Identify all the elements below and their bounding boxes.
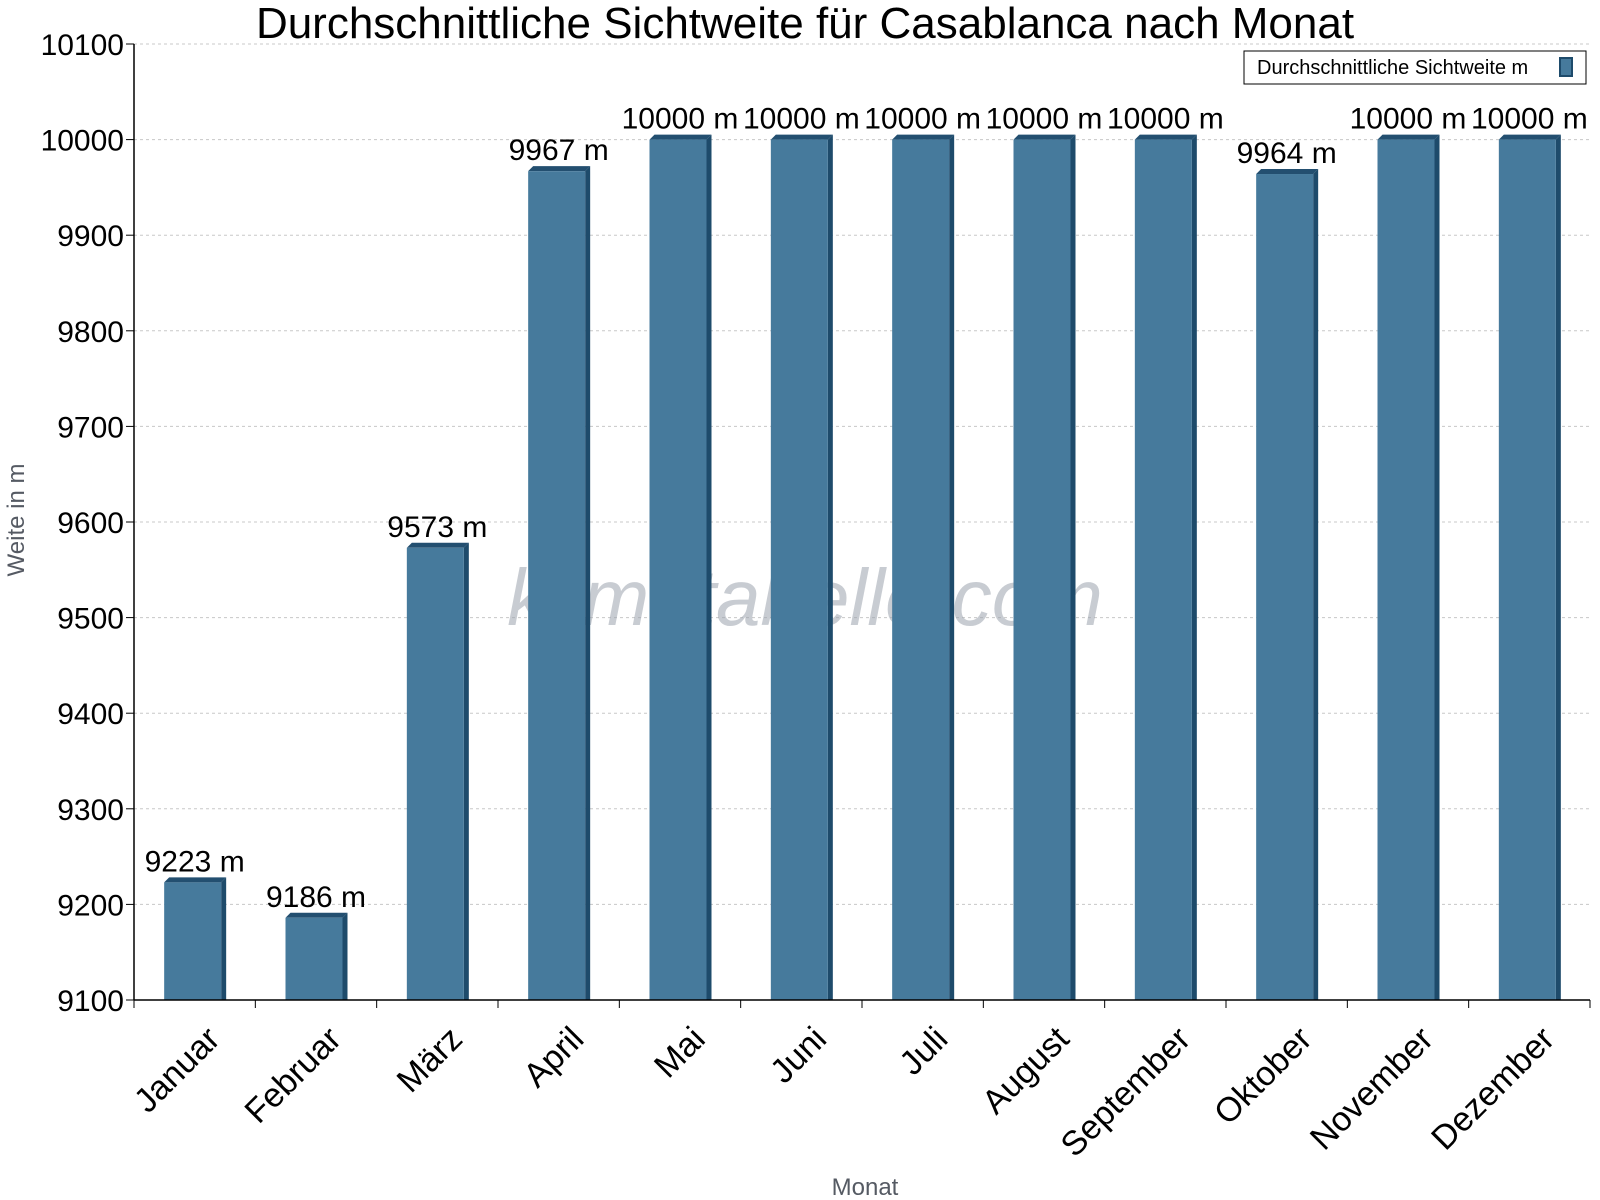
x-tick-labels: Januar Februar März April Mai Juni Juli AugustS… bbox=[127, 1019, 1562, 1164]
bar-november bbox=[1377, 134, 1440, 1001]
legend-label: Durchschnittliche Sichtweite m bbox=[1257, 57, 1528, 79]
bar-januar bbox=[164, 877, 227, 1000]
bar-top bbox=[1256, 169, 1319, 175]
bar bbox=[1013, 139, 1071, 1001]
data-label: 10000 m bbox=[864, 103, 981, 136]
gridlines bbox=[134, 43, 1590, 905]
bar-august bbox=[1013, 134, 1076, 1001]
x-tick-label: September bbox=[1053, 1020, 1197, 1164]
x-axis-label: Monat bbox=[832, 1174, 899, 1200]
bar-side bbox=[1555, 134, 1561, 1001]
bar bbox=[1256, 174, 1314, 1001]
bar-series bbox=[164, 134, 1561, 1001]
bar-side bbox=[706, 134, 712, 1001]
y-tick-label: 9300 bbox=[57, 794, 124, 827]
bar bbox=[649, 139, 707, 1001]
y-tick-labels: 9100 9200 9300 9400 9500 9600 9700 9800 9900 1000… bbox=[41, 29, 124, 1018]
x-tick-label: April bbox=[516, 1020, 591, 1095]
y-tick-label: 10100 bbox=[41, 29, 124, 62]
bar-top bbox=[285, 912, 348, 918]
bar-side bbox=[1313, 169, 1319, 1001]
x-tick-label: Februar bbox=[238, 1020, 349, 1131]
bar bbox=[285, 917, 343, 1000]
bar-side bbox=[1070, 134, 1076, 1001]
y-tick-label: 9800 bbox=[57, 316, 124, 349]
y-tick-label: 9100 bbox=[57, 985, 124, 1018]
bar-september bbox=[1134, 134, 1197, 1001]
bar-top bbox=[770, 134, 833, 140]
bar-top bbox=[892, 134, 955, 140]
x-tick-label: Mai bbox=[647, 1020, 713, 1086]
data-label: 10000 m bbox=[1107, 103, 1224, 136]
legend-swatch bbox=[1559, 57, 1573, 77]
bar-top bbox=[406, 542, 469, 548]
y-axis-label: Weite in m bbox=[3, 464, 30, 577]
bar-juni bbox=[770, 134, 833, 1001]
bar-oktober bbox=[1256, 169, 1319, 1001]
bar bbox=[528, 171, 586, 1000]
data-label: 9964 m bbox=[1237, 137, 1337, 170]
y-tick-label: 9900 bbox=[57, 220, 124, 253]
bar-märz bbox=[406, 542, 469, 1000]
data-label: 9967 m bbox=[509, 134, 609, 167]
x-tick-label: Dezember bbox=[1424, 1020, 1562, 1158]
data-label: 9186 m bbox=[266, 881, 366, 914]
x-tick-label: Oktober bbox=[1207, 1020, 1319, 1132]
data-label: 10000 m bbox=[622, 103, 739, 136]
y-tick-label: 9200 bbox=[57, 889, 124, 922]
bar-top bbox=[1498, 134, 1561, 140]
x-tick-label: Juli bbox=[892, 1020, 955, 1083]
data-label: 10000 m bbox=[1350, 103, 1467, 136]
bar bbox=[1498, 139, 1556, 1001]
chart-title: Durchschnittliche Sichtweite für Casabla… bbox=[256, 0, 1354, 48]
bar-side bbox=[1434, 134, 1440, 1001]
bar bbox=[164, 882, 222, 1000]
bar bbox=[770, 139, 828, 1001]
bar-top bbox=[649, 134, 712, 140]
bar-top bbox=[528, 166, 591, 172]
data-label: 9223 m bbox=[145, 845, 245, 878]
bar-juli bbox=[892, 134, 955, 1001]
y-tick-label: 9600 bbox=[57, 507, 124, 540]
bar bbox=[1377, 139, 1435, 1001]
y-tick-label: 9400 bbox=[57, 698, 124, 731]
bar bbox=[1134, 139, 1192, 1001]
y-tick-label: 10000 bbox=[41, 125, 124, 158]
x-tick-label: November bbox=[1303, 1020, 1441, 1158]
y-tick-label: 9500 bbox=[57, 603, 124, 636]
bar-side bbox=[463, 542, 469, 1000]
legend-box bbox=[1243, 50, 1587, 85]
bar-februar bbox=[285, 912, 348, 1000]
bar-top bbox=[164, 877, 227, 883]
data-label: 10000 m bbox=[743, 103, 860, 136]
data-label: 10000 m bbox=[986, 103, 1103, 136]
bar-side bbox=[221, 877, 227, 1000]
x-tick-label: Januar bbox=[127, 1020, 227, 1120]
bar-mai bbox=[649, 134, 712, 1001]
legend: Durchschnittliche Sichtweite m bbox=[1243, 50, 1587, 85]
bar-side bbox=[827, 134, 833, 1001]
bar-side bbox=[949, 134, 955, 1001]
bar-side bbox=[585, 166, 591, 1000]
axes bbox=[126, 43, 1591, 1008]
data-label: 10000 m bbox=[1471, 103, 1588, 136]
y-tick-label: 9700 bbox=[57, 411, 124, 444]
bar-top bbox=[1134, 134, 1197, 140]
bar-top bbox=[1377, 134, 1440, 140]
bar bbox=[406, 547, 464, 1000]
bar-side bbox=[342, 912, 348, 1000]
x-tick-label: März bbox=[390, 1020, 470, 1100]
bar-dezember bbox=[1498, 134, 1561, 1001]
bar-side bbox=[1191, 134, 1197, 1001]
bar-top bbox=[1013, 134, 1076, 140]
x-tick-label: August bbox=[975, 1019, 1077, 1121]
data-label: 9573 m bbox=[387, 511, 487, 544]
bar bbox=[892, 139, 950, 1001]
bar-april bbox=[528, 166, 591, 1000]
x-tick-label: Juni bbox=[763, 1020, 834, 1091]
